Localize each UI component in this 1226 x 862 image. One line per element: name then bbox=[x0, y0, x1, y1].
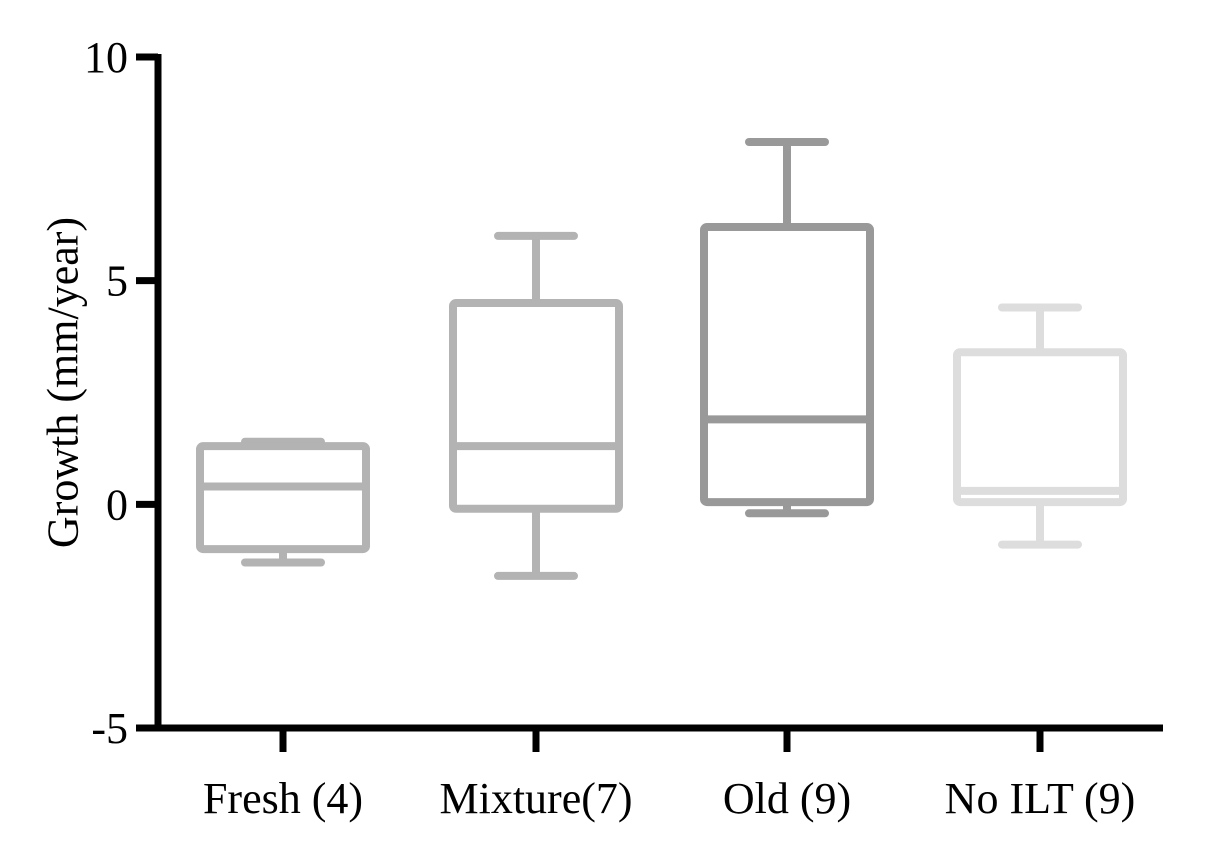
x-tick-label: Mixture(7) bbox=[439, 774, 632, 823]
box-iqr bbox=[700, 222, 874, 507]
box-1 bbox=[196, 437, 370, 567]
box-iqr bbox=[196, 442, 370, 554]
y-tick-label: 10 bbox=[84, 33, 128, 82]
y-axis-title: Growth (mm/year) bbox=[38, 217, 87, 548]
x-ticks: Fresh (4) Mixture(7) Old (9) No ILT (9) bbox=[203, 728, 1135, 823]
box-4 bbox=[953, 303, 1127, 549]
box-2 bbox=[449, 231, 623, 580]
x-tick-label: Fresh (4) bbox=[203, 774, 363, 823]
y-tick-label: 0 bbox=[106, 480, 128, 529]
y-tick-label: -5 bbox=[91, 704, 128, 753]
box-iqr bbox=[953, 348, 1127, 507]
y-ticks: -5 0 5 10 bbox=[84, 33, 158, 753]
boxes-layer bbox=[196, 137, 1127, 580]
axes-layer bbox=[154, 54, 1163, 732]
y-tick-label: 5 bbox=[106, 257, 128, 306]
box-iqr bbox=[449, 299, 623, 513]
x-tick-label: No ILT (9) bbox=[945, 774, 1136, 823]
box-3 bbox=[700, 137, 874, 518]
x-tick-label: Old (9) bbox=[723, 774, 851, 823]
